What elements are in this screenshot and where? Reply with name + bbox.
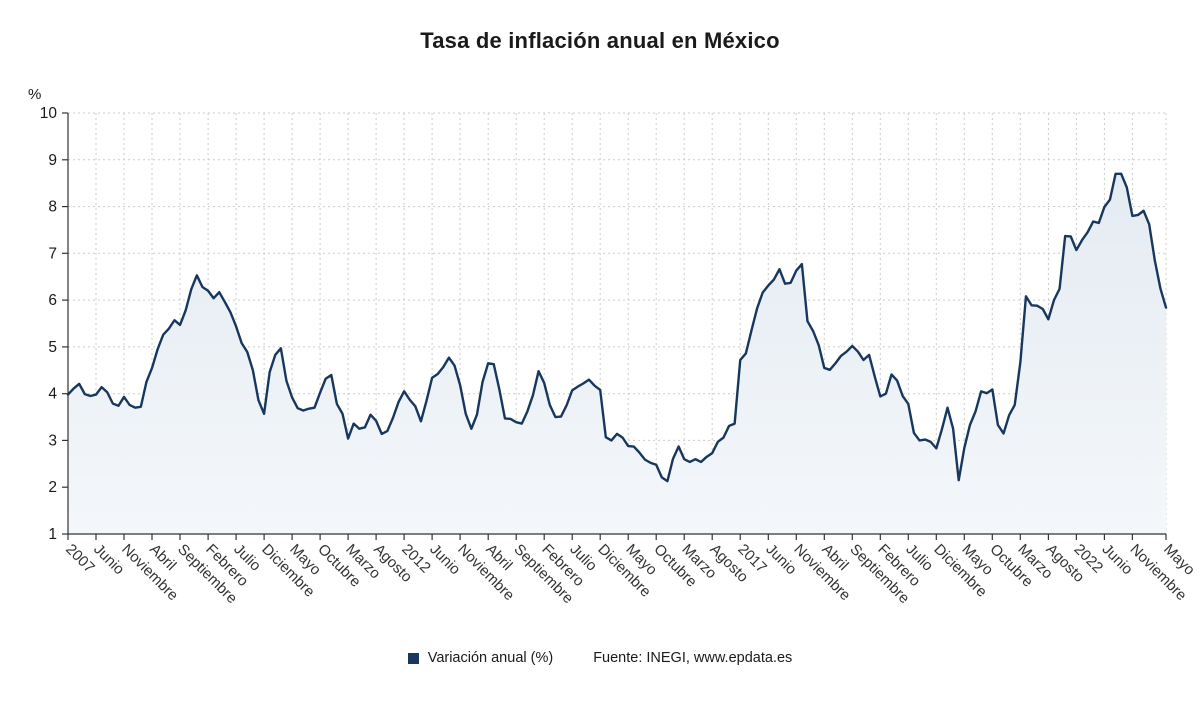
axes: [62, 112, 1167, 540]
series-area: [68, 173, 1166, 534]
source-text: Fuente: INEGI, www.epdata.es: [593, 650, 793, 666]
svg-text:10: 10: [40, 105, 58, 122]
y-axis-labels: 1 2 3 4 5 6 7 8 9 10: [40, 105, 58, 543]
svg-text:2: 2: [48, 479, 57, 496]
series-line: [66, 172, 1168, 483]
svg-text:3: 3: [48, 432, 57, 449]
svg-text:7: 7: [48, 245, 57, 262]
y-axis-unit-label: %: [28, 86, 42, 103]
svg-text:4: 4: [48, 386, 57, 403]
svg-text:5: 5: [48, 339, 57, 356]
legend-label: Variación anual (%): [427, 650, 554, 666]
svg-text:2007: 2007: [62, 541, 98, 577]
chart-title: Tasa de inflación anual en México: [420, 28, 780, 53]
svg-text:8: 8: [48, 199, 57, 216]
svg-text:9: 9: [48, 152, 57, 169]
svg-text:1: 1: [48, 526, 57, 543]
svg-text:Junio: Junio: [762, 541, 799, 578]
svg-text:Junio: Junio: [426, 541, 463, 578]
svg-text:6: 6: [48, 292, 57, 309]
svg-text:Junio: Junio: [1099, 541, 1136, 578]
inflation-line-chart: 1 2 3 4 5 6 7 8 9 10 2007JunioNoviembreAbrilSeptie…: [40, 105, 1198, 607]
x-axis-labels: 2007JunioNoviembreAbrilSeptiembreFebrero…: [62, 541, 1198, 607]
legend-marker-swatch: [407, 652, 419, 664]
svg-text:Junio: Junio: [90, 541, 127, 578]
legend-row: Variación anual (%) Fuente: INEGI, www.e…: [0, 650, 1200, 666]
